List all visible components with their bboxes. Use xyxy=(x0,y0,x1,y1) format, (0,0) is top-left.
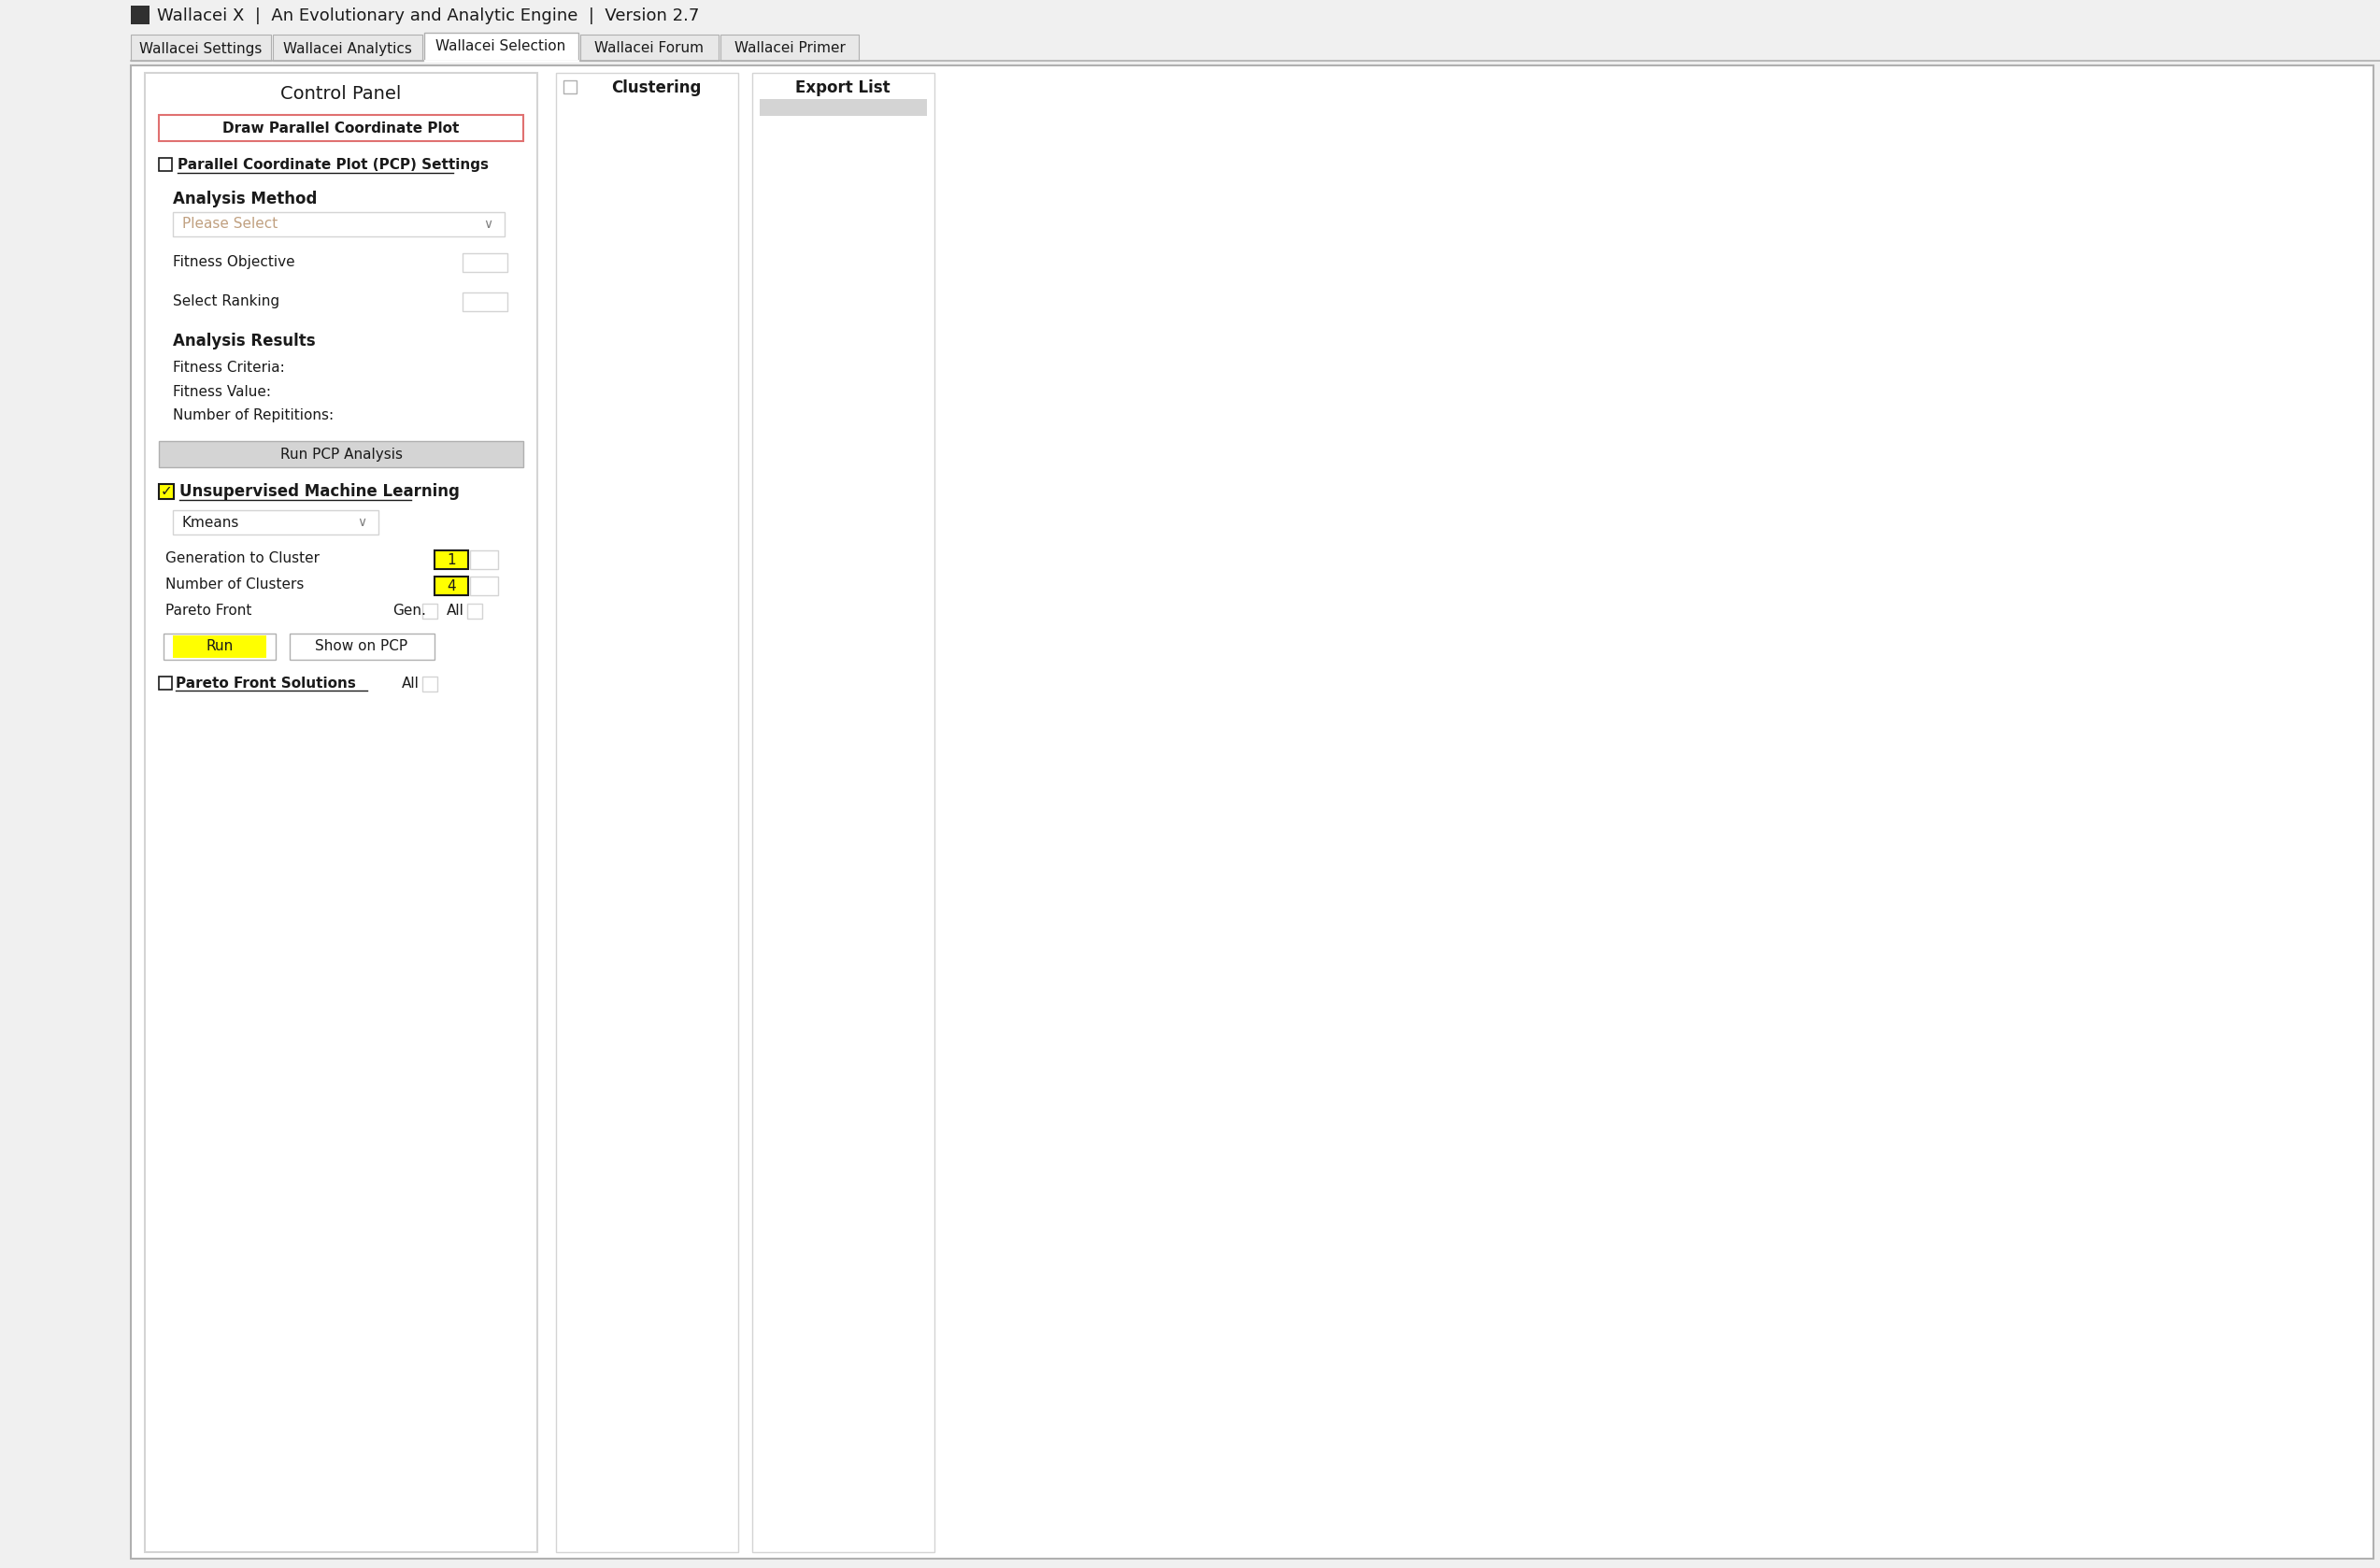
Text: Analysis Method: Analysis Method xyxy=(174,191,317,207)
Text: Clustering: Clustering xyxy=(612,80,702,96)
Bar xyxy=(759,99,926,116)
Text: Fitness Objective: Fitness Objective xyxy=(174,256,295,270)
Bar xyxy=(159,158,171,171)
Text: All: All xyxy=(402,676,419,690)
Text: 4: 4 xyxy=(447,579,457,593)
Bar xyxy=(159,485,174,499)
Bar xyxy=(436,577,469,596)
Text: Run PCP Analysis: Run PCP Analysis xyxy=(281,447,402,461)
Bar xyxy=(159,676,171,690)
Text: Control Panel: Control Panel xyxy=(281,85,402,102)
Text: Pareto Front: Pareto Front xyxy=(164,604,252,618)
Bar xyxy=(145,72,538,1552)
Text: Number of Repititions:: Number of Repititions: xyxy=(174,409,333,423)
Text: Show on PCP: Show on PCP xyxy=(314,640,407,654)
Text: Generation to Cluster: Generation to Cluster xyxy=(164,552,319,566)
Bar xyxy=(290,633,436,660)
Text: Number of Clusters: Number of Clusters xyxy=(164,579,305,593)
Text: Analysis Results: Analysis Results xyxy=(174,332,317,350)
Text: Wallacei Analytics: Wallacei Analytics xyxy=(283,42,412,55)
Bar xyxy=(436,550,469,569)
Bar xyxy=(174,635,267,659)
Text: Fitness Value:: Fitness Value: xyxy=(174,384,271,398)
Bar xyxy=(721,34,859,61)
Text: Wallacei X  |  An Evolutionary and Analytic Engine  |  Version 2.7: Wallacei X | An Evolutionary and Analyti… xyxy=(157,8,700,24)
Bar xyxy=(557,72,738,1552)
Text: Fitness Criteria:: Fitness Criteria: xyxy=(174,361,286,375)
Text: Wallacei Settings: Wallacei Settings xyxy=(140,42,262,55)
Text: Run: Run xyxy=(207,640,233,654)
Text: Draw Parallel Coordinate Plot: Draw Parallel Coordinate Plot xyxy=(224,121,459,135)
Bar xyxy=(131,34,271,61)
Text: ∨: ∨ xyxy=(357,516,367,528)
Text: ∨: ∨ xyxy=(483,218,493,230)
Text: Please Select: Please Select xyxy=(183,218,278,230)
Text: ✓: ✓ xyxy=(159,485,171,499)
Bar xyxy=(174,212,505,237)
Bar xyxy=(174,510,378,535)
Bar xyxy=(581,34,719,61)
Text: Select Ranking: Select Ranking xyxy=(174,295,278,309)
Text: Parallel Coordinate Plot (PCP) Settings: Parallel Coordinate Plot (PCP) Settings xyxy=(178,157,488,171)
Text: Kmeans: Kmeans xyxy=(183,516,240,530)
Bar xyxy=(462,254,507,271)
Text: 1: 1 xyxy=(447,554,457,566)
Bar xyxy=(466,604,483,619)
Bar xyxy=(159,114,524,141)
Text: Wallacei Selection: Wallacei Selection xyxy=(436,39,566,53)
Bar xyxy=(469,550,497,569)
Bar xyxy=(462,293,507,310)
Bar xyxy=(752,72,935,1552)
Bar xyxy=(421,604,438,619)
Bar xyxy=(0,0,2380,33)
Text: All: All xyxy=(447,604,464,618)
Bar xyxy=(274,34,421,61)
Text: Pareto Front Solutions: Pareto Front Solutions xyxy=(176,676,357,690)
Text: Export List: Export List xyxy=(795,80,890,96)
Bar xyxy=(424,33,578,61)
Text: Wallacei Primer: Wallacei Primer xyxy=(733,42,845,55)
Bar xyxy=(164,633,276,660)
Bar xyxy=(469,577,497,596)
Bar xyxy=(421,676,438,691)
Bar xyxy=(131,6,150,24)
Text: Unsupervised Machine Learning: Unsupervised Machine Learning xyxy=(178,483,459,500)
Bar xyxy=(564,80,576,94)
Bar xyxy=(159,441,524,467)
Text: Wallacei Forum: Wallacei Forum xyxy=(595,42,704,55)
Text: Gen.: Gen. xyxy=(393,604,426,618)
